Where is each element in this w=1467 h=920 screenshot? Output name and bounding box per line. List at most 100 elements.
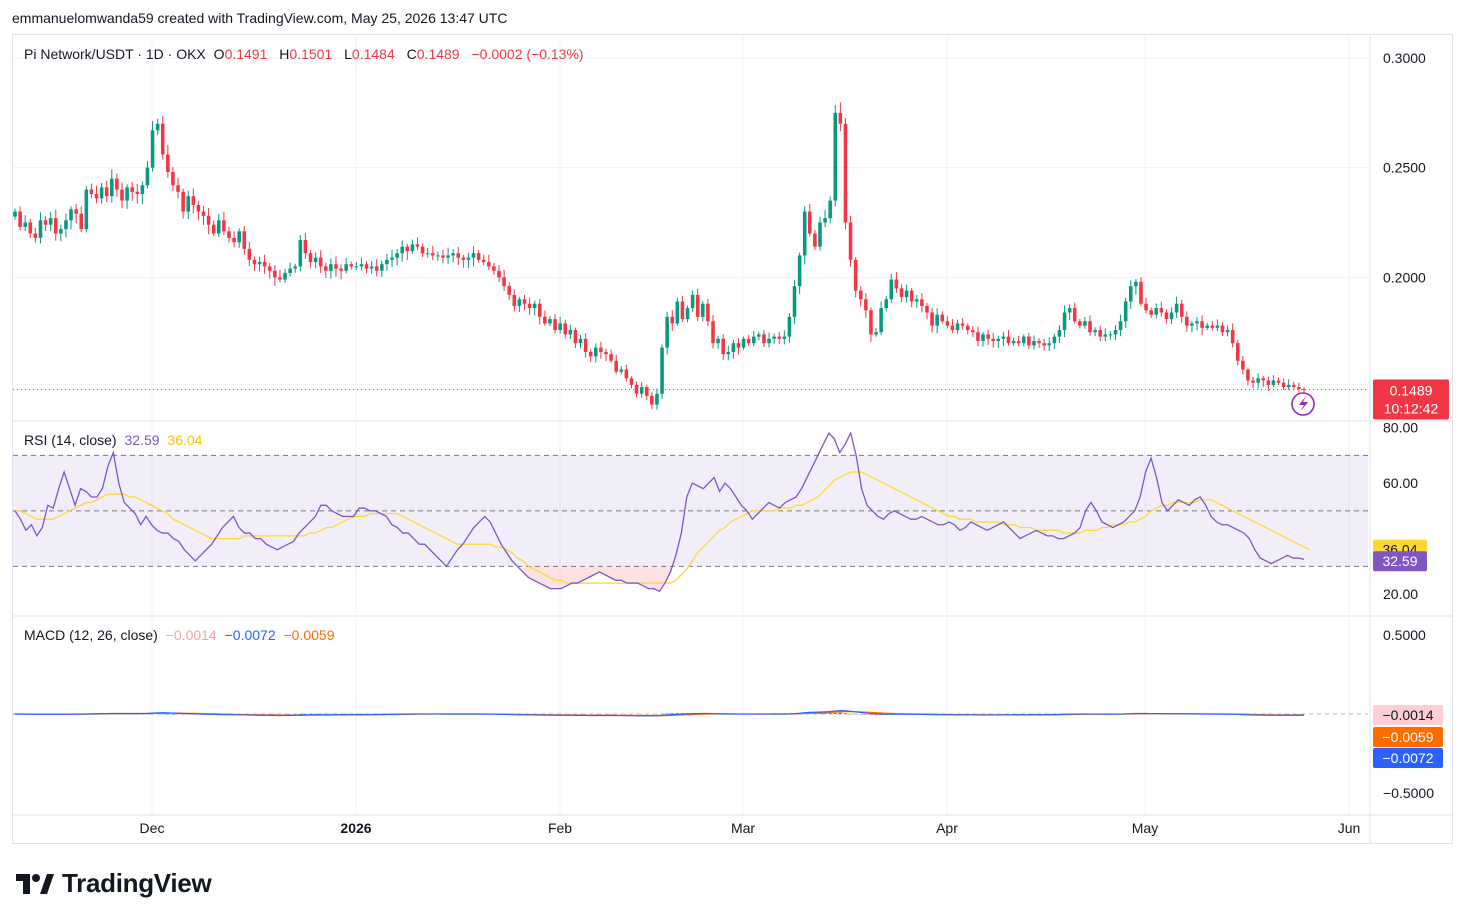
tradingview-wordmark: TradingView [62,868,212,898]
candle [1042,338,1046,351]
candle [1062,305,1067,338]
macd-histogram-bar [303,713,308,715]
macd-histogram-bar [650,714,654,715]
candle [1271,375,1276,387]
candle-body [160,123,165,155]
candle-body [741,338,746,348]
macd-histogram-bar [624,714,629,715]
candle [858,286,863,307]
candle [1297,382,1301,393]
candle [971,326,975,338]
candle [721,334,725,360]
candle-body [767,338,771,344]
tradingview-logo[interactable]: TradingView [16,868,212,899]
candle-body [359,264,364,267]
candle-body [303,240,308,254]
candle [869,307,873,342]
candle-body [1057,330,1062,337]
candle [115,173,119,197]
candle [227,226,231,243]
tradingview-logo-icon [16,873,54,894]
candle-body [369,266,374,269]
candle-body [1281,382,1286,388]
candle [532,300,537,316]
candle [217,214,221,237]
candle-body [655,393,659,405]
last-price-badge-bg [1373,379,1449,420]
macd-histogram-bar [665,713,669,715]
candle-body [818,222,822,247]
candle [145,161,150,189]
candle-body [252,259,257,265]
candle [298,235,303,272]
candle-body [1154,308,1159,315]
candle [89,183,94,199]
macd-tick-label: 0.5000 [1383,627,1426,643]
candle-body [497,270,501,278]
candle-body [1276,380,1281,383]
symbol-label[interactable]: Pi Network/USDT · 1D · OKX [24,46,206,62]
candle [466,252,471,269]
candle-body [492,266,496,271]
candle [1021,334,1026,347]
candle-body [1108,334,1113,336]
candle-body [711,321,715,344]
signal-badge-bg [1373,727,1443,747]
candle-body [792,286,797,317]
candle [176,177,180,199]
macd-histogram-bar [1174,713,1179,715]
change-value: −0.0002 (−0.13%) [471,46,584,62]
candle [1032,335,1036,350]
candle [1098,325,1102,342]
candle [313,252,318,269]
candle [430,245,435,261]
candle-body [996,338,1001,342]
candle-body [614,360,618,372]
candle-body [1032,341,1036,346]
candle-body [273,270,277,278]
time-tick-label: Feb [548,820,572,836]
candle-body [634,384,639,394]
candle-body [721,338,725,355]
candle-body [609,354,613,361]
candle-body [181,191,185,212]
candle-body [120,189,124,201]
candle-body [548,319,552,324]
candle [889,274,894,304]
candle-body [430,253,435,256]
candle [181,188,185,219]
candle-body [746,338,751,344]
candle [293,263,298,273]
candle [415,237,420,250]
candle [359,257,364,271]
candle [706,298,710,327]
candle [930,307,934,333]
macd-histogram-bar [848,713,853,715]
candle [471,246,476,267]
candle [130,181,134,201]
candle [339,264,343,280]
candle [1139,277,1143,307]
rsi-label[interactable]: RSI (14, close) [24,432,117,448]
candle-body [1006,336,1011,344]
lightning-icon[interactable] [1291,392,1315,416]
candle [685,305,690,323]
candle [110,169,114,203]
candle [206,207,211,235]
candle-body [1052,336,1057,344]
candle-body [1113,330,1118,335]
macd-label[interactable]: MACD (12, 26, close) [24,627,158,643]
candle-body [915,299,919,302]
price-pane [13,102,1368,410]
macd-histogram-bar [267,714,272,715]
candle [232,231,236,248]
candle [1205,322,1209,331]
candle [1057,325,1062,344]
candle [818,216,822,251]
candle [650,392,654,410]
candle-body [415,244,420,247]
macd-histogram-bar [614,714,618,715]
candle [670,310,675,332]
candle [808,204,812,237]
